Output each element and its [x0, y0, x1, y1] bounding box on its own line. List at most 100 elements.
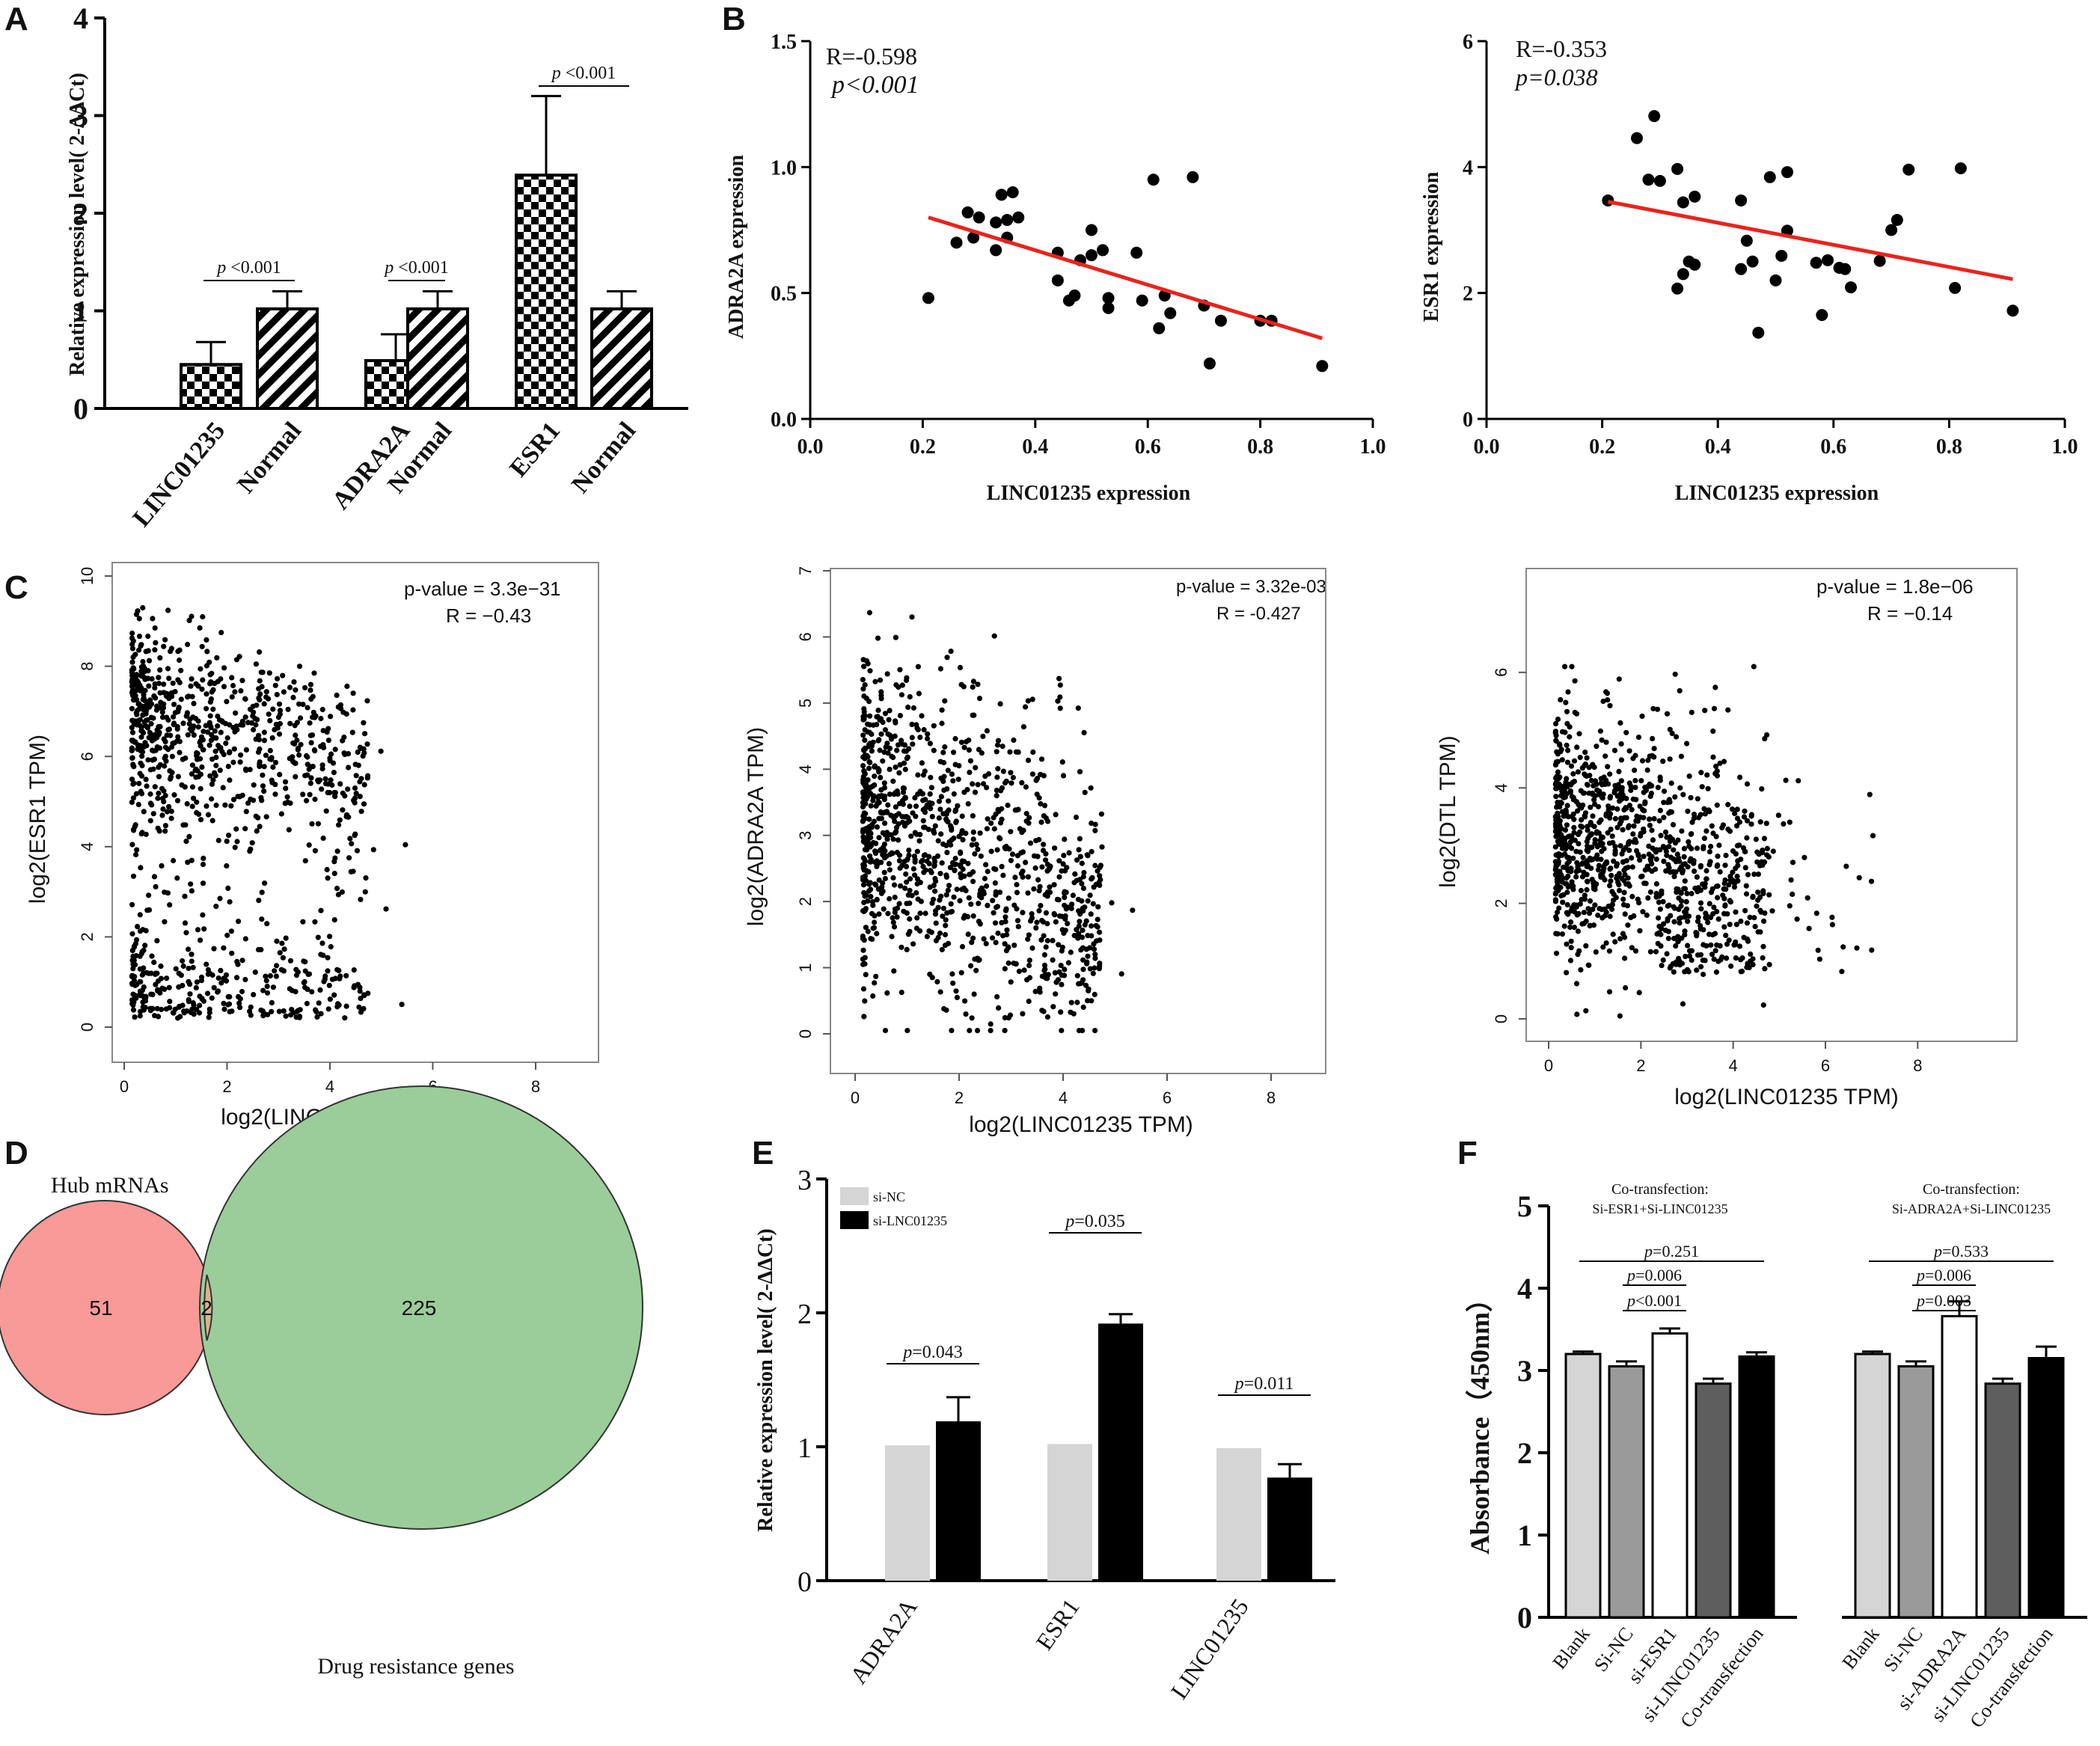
scatter-point [198, 937, 203, 943]
scatter-point [338, 705, 344, 711]
scatter-point [1023, 784, 1029, 790]
scatter-point [1118, 971, 1124, 977]
scatter-point [1755, 929, 1761, 935]
scatter-point [1029, 915, 1035, 921]
scatter-point [1564, 941, 1570, 947]
scatter-point [957, 664, 964, 671]
scatter-point [1000, 768, 1006, 774]
scatter-point [1092, 965, 1098, 971]
scatter-point [873, 973, 879, 979]
scatter-point [904, 814, 910, 820]
scatter-point [195, 927, 201, 933]
scatter-point [1717, 869, 1723, 875]
scatter-point [1555, 800, 1561, 806]
scatter-point [325, 738, 331, 744]
scatter-point [1043, 815, 1049, 821]
scatter-x-tick-label: 8 [531, 1077, 540, 1096]
scatter-point [264, 983, 270, 990]
scatter-point [1570, 771, 1576, 777]
scatter-point [142, 676, 148, 682]
scatter-point [129, 973, 135, 980]
scatter-point [1002, 966, 1008, 972]
scatter-point [260, 1013, 266, 1019]
scatter-point [1582, 813, 1588, 819]
scatter-point [1062, 967, 1068, 972]
scatter-point [869, 898, 875, 905]
scatter-point [365, 773, 371, 779]
scatter-point [963, 830, 969, 836]
scatter-point [1902, 163, 1915, 176]
scatter-point [1685, 943, 1691, 949]
scatter-point [257, 678, 263, 684]
scatter-point [182, 784, 188, 790]
scatter-point [949, 827, 955, 833]
scatter-point [1724, 911, 1730, 917]
scatter-x-tick-label: 1.0 [1360, 435, 1386, 459]
scatter-point [161, 736, 167, 742]
venn-drug-resistance-label: Drug resistance genes [317, 1654, 514, 1679]
scatter-point [130, 873, 137, 879]
scatter-point [218, 729, 224, 735]
scatter-point [1553, 833, 1559, 839]
scatter-point [289, 987, 295, 993]
scatter-point [221, 684, 227, 690]
scatter-point [1558, 783, 1564, 789]
scatter-point [1558, 696, 1564, 703]
panel-a-x-tick-label: LINC01235 [127, 417, 230, 532]
scatter-point [139, 753, 145, 759]
scatter-point [153, 970, 159, 976]
scatter-point [272, 968, 278, 974]
scatter-point [1949, 281, 1962, 294]
scatter-point [156, 723, 162, 730]
scatter-point [152, 625, 158, 631]
scatter-point [262, 880, 268, 886]
scatter-point [138, 831, 144, 837]
panel-e-y-tick-label: 2 [798, 1299, 812, 1330]
scatter-point [1026, 820, 1032, 826]
scatter-point [148, 970, 154, 976]
scatter-point [1636, 990, 1642, 996]
scatter-point [1633, 818, 1639, 824]
scatter-point [1153, 322, 1166, 334]
scatter-point [147, 818, 153, 824]
scatter-point [170, 680, 176, 686]
scatter-point [891, 882, 898, 888]
scatter-point [1635, 851, 1641, 857]
scatter-point [1675, 837, 1681, 843]
scatter-point [1766, 892, 1772, 898]
scatter-point [286, 827, 292, 833]
scatter-point [261, 738, 268, 744]
scatter-point [242, 696, 248, 702]
scatter-point [1647, 949, 1653, 955]
scatter-point [993, 904, 1000, 910]
scatter-point [941, 1005, 947, 1012]
scatter-point [997, 836, 1003, 842]
panel-e-y-tick-label: 3 [798, 1165, 812, 1196]
scatter-x-tick-label: 6 [1821, 1056, 1830, 1075]
scatter-point [1598, 857, 1604, 863]
scatter-point [1712, 684, 1718, 690]
scatter-point [227, 777, 233, 783]
scatter-point [1089, 848, 1095, 855]
scatter-x-tick-label: 8 [1267, 1088, 1276, 1107]
scatter-point [1694, 874, 1700, 880]
scatter-point [1618, 778, 1624, 784]
scatter-point [1605, 764, 1611, 770]
scatter-point [1037, 989, 1043, 995]
scatter-point [875, 738, 881, 744]
scatter-point [259, 889, 265, 895]
scatter-point [1715, 916, 1721, 922]
scatter-point [1723, 932, 1729, 938]
scatter-point [325, 789, 331, 796]
scatter-point [153, 707, 159, 713]
scatter-y-tick-label: 1 [796, 963, 815, 972]
scatter-point [1579, 921, 1585, 927]
scatter-point [1747, 914, 1753, 920]
scatter-point [1757, 819, 1763, 825]
scatter-point [860, 834, 866, 840]
scatter-point [1601, 774, 1607, 780]
scatter-point [207, 773, 213, 779]
scatter-point [340, 738, 346, 744]
scatter-point [1665, 862, 1671, 868]
scatter-point [1628, 783, 1634, 789]
